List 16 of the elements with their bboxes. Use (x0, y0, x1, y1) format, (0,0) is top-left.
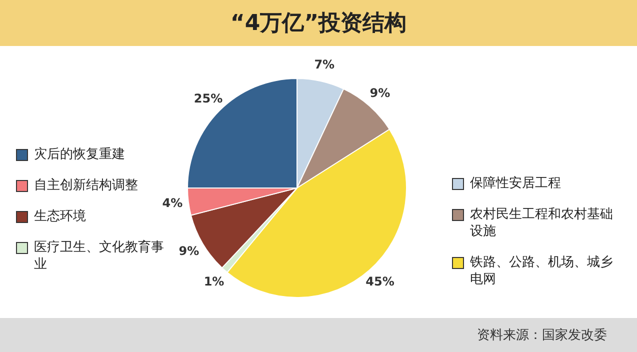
legend-label: 铁路、公路、机场、城乡电网 (470, 254, 614, 288)
data-label: 7% (314, 58, 335, 72)
legend-label: 生态环境 (34, 208, 86, 225)
data-label: 9% (178, 244, 200, 258)
legend-label: 医疗卫生、文化教育事业 (34, 239, 165, 273)
data-label: 25% (194, 91, 223, 106)
legend-label: 自主创新结构调整 (34, 177, 138, 194)
chart-title: “4万亿”投资结构 (230, 10, 407, 38)
legend-label: 灾后的恢复重建 (34, 146, 125, 163)
legend-label: 农村民生工程和农村基础设施 (470, 206, 614, 240)
text: 资料来源：国家发改委 (477, 327, 607, 344)
legend-label: 保障性安居工程 (470, 175, 561, 192)
data-label: 1% (204, 274, 224, 288)
data-label: 4% (162, 196, 183, 210)
data-label: 45% (366, 274, 394, 288)
data-label: 9% (370, 86, 390, 100)
